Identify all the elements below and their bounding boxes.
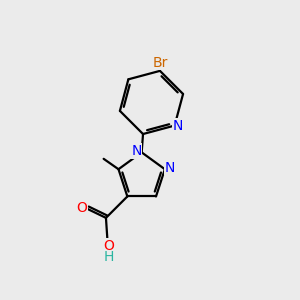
Text: N: N: [165, 161, 175, 175]
Text: O: O: [103, 239, 114, 253]
Text: N: N: [173, 118, 183, 133]
Text: H: H: [103, 250, 114, 264]
Text: N: N: [131, 144, 142, 158]
Text: Br: Br: [152, 56, 168, 70]
Text: O: O: [77, 201, 88, 215]
